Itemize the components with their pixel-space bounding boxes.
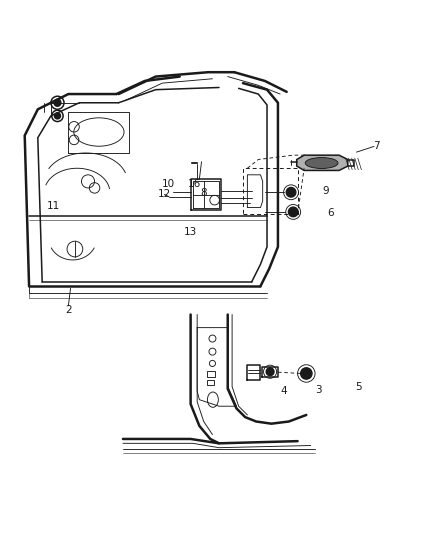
Circle shape (54, 99, 61, 106)
Bar (207, 381, 214, 385)
Circle shape (266, 368, 274, 376)
Polygon shape (297, 155, 348, 171)
Text: 13: 13 (184, 228, 197, 237)
Circle shape (288, 207, 298, 217)
Ellipse shape (305, 158, 338, 168)
Text: 5: 5 (355, 382, 362, 392)
Circle shape (54, 113, 60, 119)
Text: 2: 2 (65, 305, 72, 315)
Text: 7: 7 (373, 141, 379, 151)
Text: 12: 12 (158, 189, 171, 199)
Text: 3: 3 (315, 385, 322, 395)
Circle shape (300, 368, 312, 379)
Text: 8: 8 (201, 188, 207, 198)
Text: 10: 10 (162, 180, 175, 189)
Text: 4: 4 (280, 386, 287, 396)
Text: 6: 6 (327, 208, 334, 218)
Bar (243, 168, 297, 214)
Text: 11: 11 (46, 201, 60, 211)
Bar (207, 371, 215, 376)
Circle shape (286, 188, 296, 197)
Text: 9: 9 (323, 187, 329, 196)
Text: 16: 16 (187, 179, 201, 189)
